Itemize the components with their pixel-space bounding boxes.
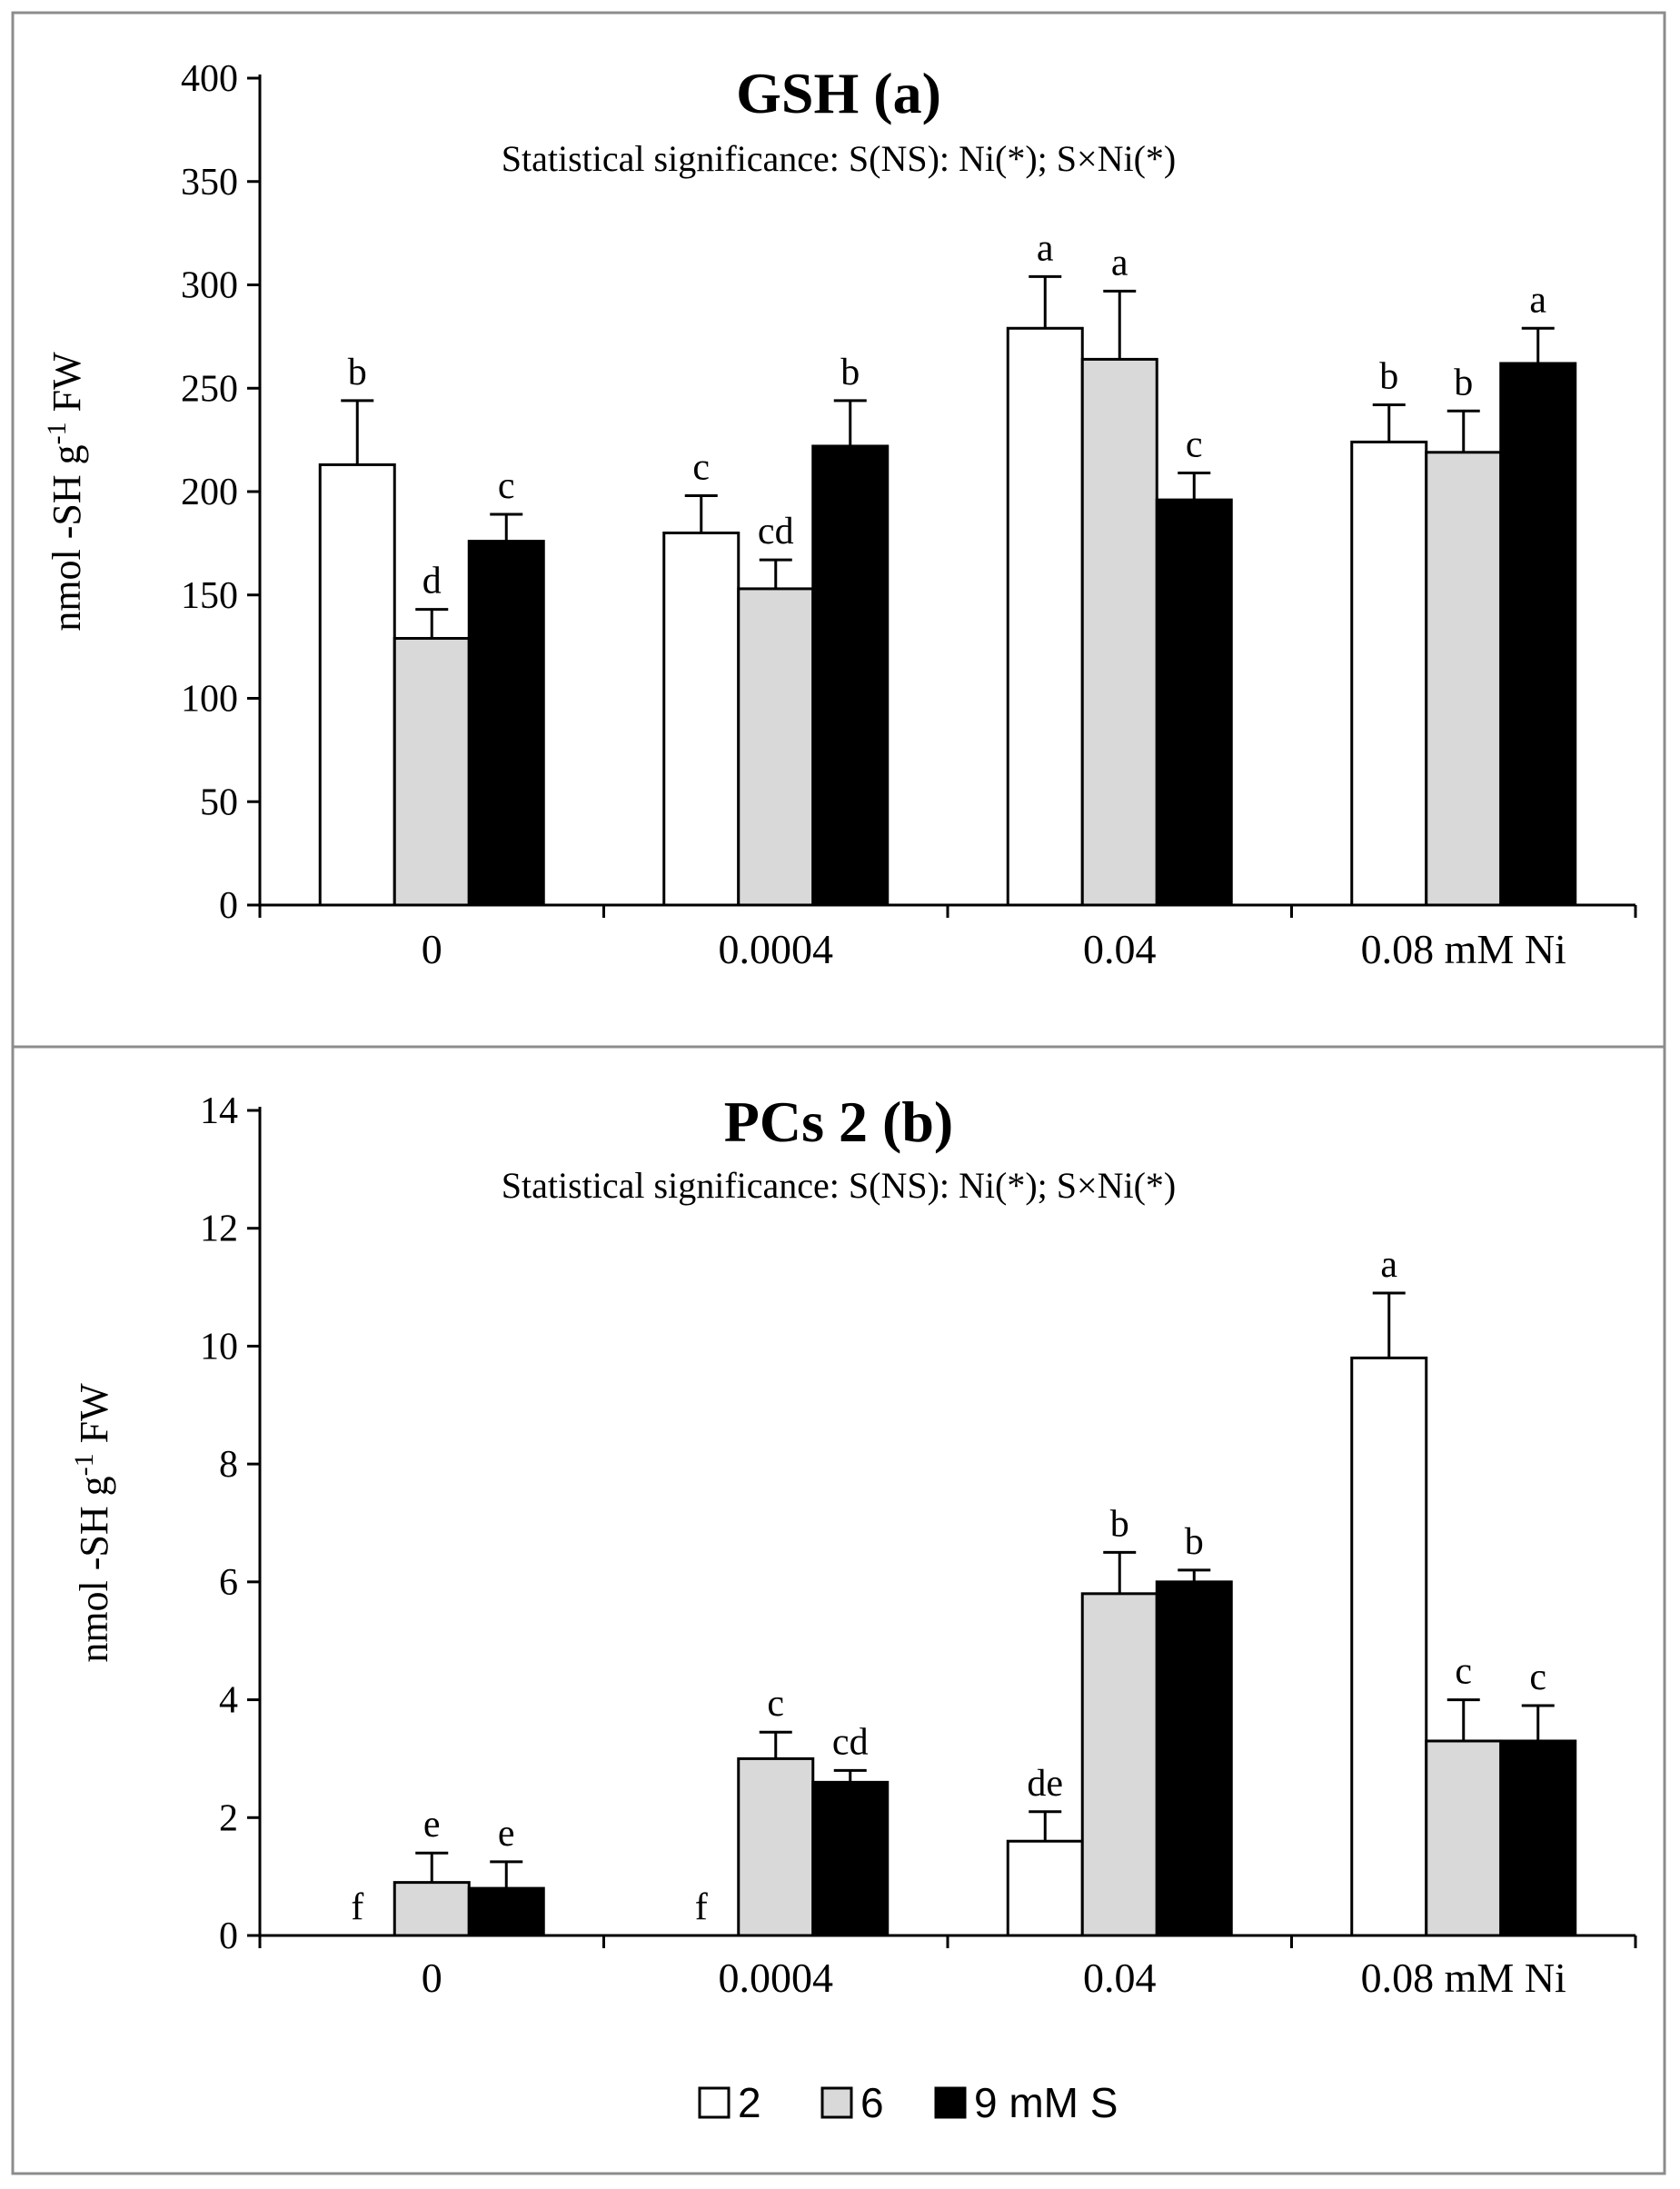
bar [662, 532, 741, 907]
y-tick-label: 250 [181, 368, 238, 410]
significance-letter: cd [832, 1721, 869, 1763]
significance-letter: f [351, 1886, 363, 1928]
legend-swatch-6 [820, 2086, 853, 2119]
bar [737, 1756, 815, 1937]
legend-label-6: 6 [860, 2079, 884, 2126]
bar [1499, 1739, 1577, 1937]
significance-letter: c [1455, 1651, 1472, 1693]
bar [1006, 326, 1084, 907]
bar [737, 587, 815, 907]
legend-swatch-2 [698, 2086, 731, 2119]
y-axis-label: nmol -SH g-1 FW [42, 352, 90, 632]
bar [1006, 1839, 1084, 1937]
y-tick-label: 0 [219, 885, 238, 927]
bar [467, 1886, 545, 1937]
significance-letter: de [1027, 1763, 1063, 1805]
y-tick-label: 6 [219, 1562, 238, 1604]
y-tick-label: 8 [219, 1444, 238, 1486]
x-tick-label: 0.04 [1083, 1955, 1157, 2001]
y-tick-label: 400 [181, 58, 238, 100]
y-tick-label: 14 [200, 1090, 238, 1132]
significance-letter: b [1110, 1503, 1129, 1545]
bar [393, 637, 471, 907]
significance-letter: c [1186, 424, 1203, 466]
significance-letter: e [423, 1804, 441, 1846]
chart-subtitle: Statistical significance: S(NS): Ni(*); … [502, 138, 1176, 179]
y-tick-label: 150 [181, 575, 238, 617]
bar [1155, 1580, 1233, 1937]
significance-letter: e [498, 1813, 515, 1855]
bar [1425, 1739, 1503, 1937]
x-tick-label: 0.0004 [719, 926, 834, 972]
panel-b-frame [11, 1045, 1666, 2175]
y-tick-label: 100 [181, 679, 238, 721]
significance-letter: b [1454, 362, 1473, 403]
chart-subtitle: Statistical significance: S(NS): Ni(*); … [502, 1165, 1176, 1206]
significance-letter: c [498, 465, 515, 507]
bar [467, 540, 545, 907]
chart-gsh: GSH (a) Statistical significance: S(NS): … [42, 58, 1637, 972]
significance-letter: d [422, 561, 442, 602]
significance-letter: c [692, 447, 710, 489]
significance-letter: b [1185, 1521, 1204, 1563]
y-tick-label: 12 [200, 1209, 238, 1250]
y-tick-label: 50 [200, 781, 238, 823]
legend-label-2: 2 [738, 2079, 761, 2126]
bar [1425, 451, 1503, 907]
y-tick-label: 10 [200, 1326, 238, 1368]
bar [811, 444, 890, 907]
x-tick-label: 0.08 mM Ni [1361, 1955, 1566, 2001]
significance-letter: c [767, 1683, 784, 1725]
bar [1080, 1592, 1158, 1937]
bar [811, 1780, 890, 1937]
x-tick-label: 0.0004 [719, 1955, 834, 2001]
significance-letter: a [1037, 227, 1054, 269]
bar [318, 463, 396, 907]
legend: 2 6 9 mM S [698, 2079, 1118, 2126]
significance-letter: c [1529, 1657, 1546, 1698]
x-tick-label: 0 [422, 926, 442, 972]
y-axis-label: nmol -SH g-1 FW [69, 1383, 117, 1663]
bar [1155, 498, 1233, 907]
y-tick-label: 350 [181, 162, 238, 204]
significance-letter: a [1380, 1244, 1397, 1286]
bar [1080, 357, 1158, 907]
x-tick-label: 0.08 mM Ni [1361, 926, 1566, 972]
y-tick-label: 300 [181, 265, 238, 307]
y-tick-label: 4 [219, 1680, 238, 1722]
bar [393, 1881, 471, 1937]
bar [1350, 1356, 1428, 1937]
significance-letter: b [348, 352, 367, 393]
x-tick-label: 0.04 [1083, 926, 1157, 972]
bar [1499, 362, 1577, 907]
chart-title: PCs 2 (b) [724, 1090, 953, 1154]
chart-title: GSH (a) [736, 61, 941, 125]
legend-label-9: 9 mM S [974, 2079, 1118, 2126]
chart-pcs2: PCs 2 (b) Statistical significance: S(NS)… [69, 1090, 1637, 2001]
y-tick-label: 0 [219, 1915, 238, 1957]
x-tick-label: 0 [422, 1955, 442, 2001]
legend-swatch-9 [934, 2086, 967, 2119]
significance-letter: a [1111, 242, 1128, 284]
y-tick-label: 2 [219, 1797, 238, 1839]
bar [1350, 440, 1428, 907]
significance-letter: a [1529, 279, 1546, 321]
significance-letter: b [840, 352, 860, 393]
significance-letter: cd [758, 511, 794, 552]
significance-letter: f [695, 1886, 708, 1928]
significance-letter: b [1379, 355, 1398, 397]
y-tick-label: 200 [181, 472, 238, 513]
